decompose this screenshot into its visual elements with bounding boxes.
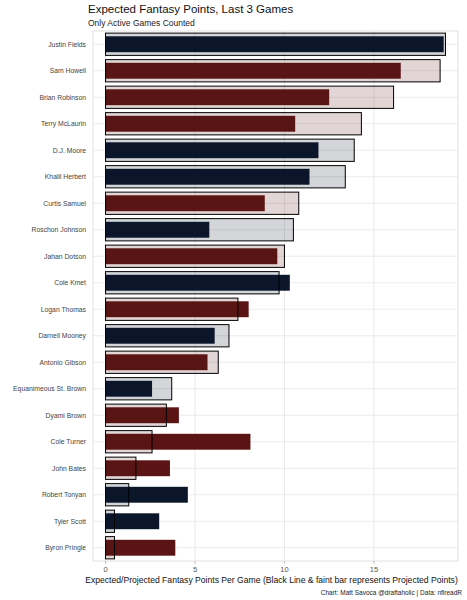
category-label: Khalil Herbert xyxy=(45,173,86,180)
projected-bar xyxy=(106,484,129,506)
category-label: Jahan Dotson xyxy=(44,253,86,260)
projected-bar xyxy=(106,272,280,294)
grid-line xyxy=(373,31,374,561)
projected-bar xyxy=(106,33,446,55)
category-label: Dyami Brown xyxy=(46,412,87,420)
category-label: Brian Robinson xyxy=(40,94,87,101)
chart: Expected Fantasy Points, Last 3 Games Onl… xyxy=(0,0,467,600)
tick xyxy=(284,561,285,564)
projected-bar xyxy=(106,378,172,400)
bars xyxy=(106,33,446,559)
category-label: Equanimeous St. Brown xyxy=(13,385,86,393)
category-label: Robert Tonyan xyxy=(42,491,86,499)
projected-bar xyxy=(106,139,355,161)
grid-line xyxy=(284,31,285,561)
caption: Chart: Matt Savoca @draftaholic | Data: … xyxy=(321,589,463,597)
category-label: Roschon Johnson xyxy=(32,226,87,233)
category-label: Tyler Scott xyxy=(54,518,86,526)
projected-bar xyxy=(106,537,115,559)
projected-bar xyxy=(106,166,346,188)
panel xyxy=(93,31,458,561)
tick xyxy=(194,561,195,564)
projected-bar xyxy=(106,457,136,479)
title: Expected Fantasy Points, Last 3 Games xyxy=(88,3,293,15)
projected-bar xyxy=(106,325,229,347)
category-label: Logan Thomas xyxy=(41,306,87,314)
projected-bar xyxy=(106,351,219,373)
tick-label: 10 xyxy=(280,565,288,574)
tick xyxy=(373,561,374,564)
projected-bar xyxy=(106,86,394,108)
x-axis-title: Expected/Projected Fantasy Points Per Ga… xyxy=(85,575,458,585)
tick-label: 5 xyxy=(193,565,197,574)
tick-label: 15 xyxy=(370,565,378,574)
grid-line xyxy=(194,31,195,561)
projected-bar xyxy=(106,404,167,426)
category-label: Byron Pringle xyxy=(45,544,86,552)
category-label: Curtis Samuel xyxy=(43,200,86,207)
tick xyxy=(105,561,106,564)
category-label: D.J. Moore xyxy=(53,147,86,154)
tick-label: 0 xyxy=(103,565,107,574)
subtitle: Only Active Games Counted xyxy=(88,18,195,28)
projected-bar xyxy=(106,113,362,135)
background xyxy=(0,0,467,600)
category-label: Cole Turner xyxy=(50,438,86,445)
projected-bar xyxy=(106,60,441,82)
projected-bar xyxy=(106,192,299,214)
projected-bar xyxy=(106,245,285,267)
category-label: Cole Kmet xyxy=(54,279,86,286)
category-label: Justin Fields xyxy=(48,41,86,48)
projected-bar xyxy=(106,298,238,320)
category-label: Terry McLaurin xyxy=(41,120,86,128)
projected-bar xyxy=(106,510,115,532)
grid-line xyxy=(105,31,106,561)
category-label: Sam Howell xyxy=(50,67,87,74)
category-label: Antonio Gibson xyxy=(40,359,87,366)
projected-bar xyxy=(106,431,153,453)
category-label: Darnell Mooney xyxy=(38,332,86,340)
category-label: John Bates xyxy=(52,465,87,472)
actual-bar xyxy=(106,540,176,556)
projected-bar xyxy=(106,219,294,241)
